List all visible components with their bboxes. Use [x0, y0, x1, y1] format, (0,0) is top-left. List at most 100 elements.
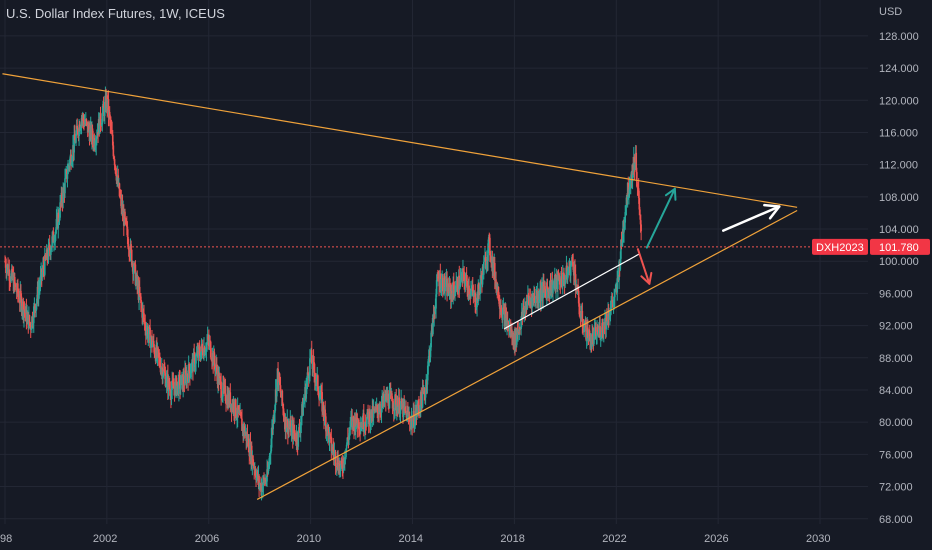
candle-body: [47, 244, 50, 260]
candle-body: [602, 322, 605, 335]
time-axis[interactable]: 98 2002 2006 2010 2014 2018 2022 2026 2030: [0, 533, 831, 545]
candle-body: [447, 283, 450, 293]
candle-body: [452, 281, 455, 290]
candle-body: [366, 416, 368, 427]
candle-body: [30, 328, 33, 330]
candle-body: [282, 408, 285, 417]
candle-body: [319, 395, 322, 397]
candle-body: [270, 438, 273, 452]
candle-body: [434, 308, 437, 312]
candle-body: [82, 115, 85, 121]
candle-body: [466, 280, 469, 290]
candle-body: [631, 164, 634, 182]
candle-body: [149, 340, 152, 348]
candle-body: [408, 415, 411, 422]
lower-support-line[interactable]: [256, 210, 798, 500]
x-tick-label: 98: [0, 533, 12, 545]
candle-body: [348, 433, 350, 440]
candle-body: [89, 128, 91, 142]
candle-body: [563, 272, 565, 280]
candle-body: [322, 402, 325, 414]
red-down-arrow[interactable]: [636, 248, 651, 285]
candle-body: [570, 262, 573, 266]
candle-body: [325, 416, 327, 432]
candle-body: [320, 390, 323, 393]
candle-body: [395, 397, 398, 411]
candle-body: [253, 465, 255, 471]
candle-body: [278, 372, 281, 383]
candle-body: [346, 437, 349, 445]
candle-body: [39, 285, 41, 288]
candle-body: [206, 342, 208, 345]
price-axis[interactable]: USD 68.000 72.000 76.000 80.000 84.000 88.000…: [879, 6, 919, 526]
candle-body: [100, 124, 103, 126]
candle-body: [121, 203, 124, 214]
white-right-arrow-head: [763, 203, 781, 220]
candle-body: [294, 433, 297, 440]
candle-body: [618, 261, 620, 281]
candle-body: [579, 314, 581, 316]
candle-body: [51, 236, 53, 247]
candle-body: [265, 481, 268, 483]
candle-body: [317, 375, 319, 391]
candle-body: [190, 371, 192, 374]
candle-body: [611, 300, 614, 303]
y-tick-label: 88.000: [879, 353, 913, 365]
candle-body: [628, 194, 630, 197]
candle-body: [363, 429, 366, 431]
candle-body: [334, 451, 337, 467]
candle-body: [613, 297, 615, 300]
candle-body: [569, 265, 572, 276]
candle-body: [393, 409, 396, 412]
y-tick-label: 72.000: [879, 482, 913, 494]
candle-body: [508, 328, 511, 331]
green-up-arrow-head: [664, 187, 677, 201]
candle-body: [20, 290, 22, 297]
candle-body: [445, 279, 447, 288]
candle-body: [240, 416, 243, 419]
candle-body: [464, 280, 467, 287]
upper-resistance-line[interactable]: [2, 73, 798, 208]
candle-body: [635, 152, 638, 173]
candle-body: [595, 336, 598, 339]
candle-body: [505, 313, 508, 327]
candle-body: [440, 280, 443, 289]
candle-body: [636, 186, 639, 189]
candle-body: [198, 348, 201, 356]
candle-body: [161, 367, 164, 379]
candle-body: [70, 162, 73, 166]
candle-body: [59, 202, 61, 218]
candle-body: [458, 275, 461, 289]
candle-body: [505, 311, 507, 314]
candle-body: [272, 416, 274, 430]
candle-body: [364, 424, 366, 430]
candle-body: [130, 244, 132, 250]
white-right-arrow[interactable]: [722, 205, 781, 232]
candle-body: [413, 425, 416, 428]
candle-body: [55, 219, 58, 230]
candle-body: [376, 404, 379, 411]
candle-body: [553, 283, 555, 285]
candle-body: [126, 226, 129, 238]
candle-body: [315, 376, 318, 382]
green-up-arrow[interactable]: [645, 187, 676, 249]
candle-body: [339, 465, 342, 471]
candle-body: [565, 275, 567, 280]
candle-body: [190, 362, 193, 372]
candle-body: [32, 323, 34, 325]
candle-body: [80, 125, 82, 128]
candle-body: [157, 347, 159, 351]
candle-body: [79, 127, 82, 131]
candle-body: [377, 413, 380, 416]
candle-body: [159, 358, 161, 366]
candle-body: [69, 158, 71, 167]
candle-body: [628, 186, 631, 195]
candle-body: [452, 281, 454, 300]
candle-body: [535, 296, 537, 303]
white-channel-line[interactable]: [503, 253, 640, 330]
candle-body: [42, 265, 45, 270]
y-tick-label: 68.000: [879, 514, 913, 526]
candle-body: [479, 275, 482, 284]
candle-body: [168, 378, 170, 388]
